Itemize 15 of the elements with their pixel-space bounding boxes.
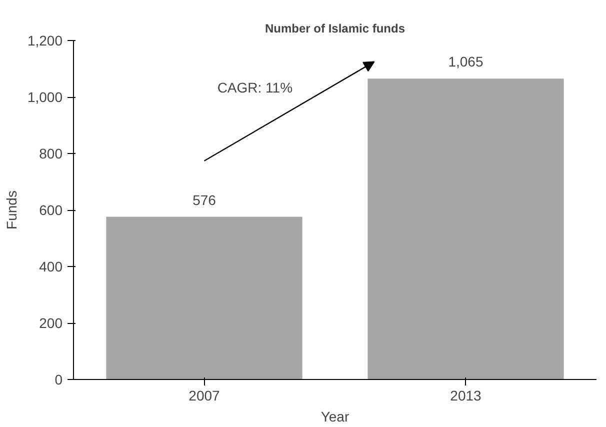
y-axis-title: Funds — [3, 190, 20, 230]
chart-title: Number of Islamic funds — [264, 22, 406, 36]
y-tick-label: 0 — [54, 372, 63, 388]
x-tick-label: 2013 — [450, 388, 482, 404]
y-tick-label: 200 — [39, 315, 63, 331]
y-tick-label: 1,200 — [27, 32, 63, 48]
annotation: CAGR: 11% — [217, 80, 293, 96]
x-axis-title: Year — [320, 408, 350, 424]
data-label: 576 — [192, 192, 216, 208]
y-tick-label: 400 — [39, 258, 63, 274]
data-label: 1,065 — [448, 54, 484, 70]
y-tick-label: 1,000 — [27, 89, 63, 105]
y-tick-label: 800 — [39, 146, 63, 162]
x-tick-label: 2007 — [188, 388, 220, 404]
y-tick-label: 600 — [39, 202, 63, 218]
